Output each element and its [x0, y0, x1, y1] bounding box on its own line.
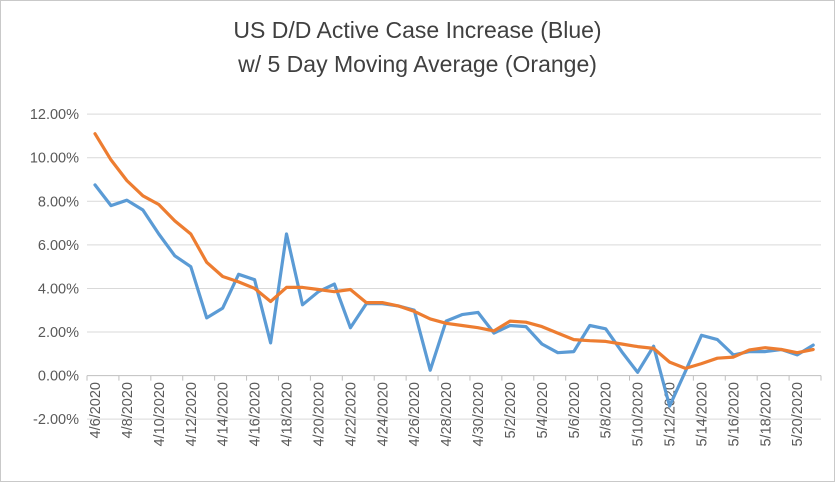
x-axis-label: 4/8/2020	[120, 382, 136, 438]
y-axis-label: 8.00%	[38, 194, 79, 210]
x-axis-label: 4/14/2020	[216, 382, 232, 447]
series-line-daily-increase	[93, 183, 815, 408]
series-line-moving-average	[93, 132, 815, 370]
x-axis-label: 5/18/2020	[758, 382, 774, 447]
y-axis-label: 0.00%	[38, 369, 79, 385]
x-axis-label: 5/20/2020	[790, 382, 806, 447]
chart-title: US D/D Active Case Increase (Blue) w/ 5 …	[1, 13, 834, 81]
x-axis-label: 5/10/2020	[631, 382, 647, 447]
x-axis-label: 5/14/2020	[694, 382, 710, 447]
x-axis-label: 4/6/2020	[88, 382, 104, 438]
x-axis-label: 4/18/2020	[280, 382, 296, 447]
y-axis-label: 6.00%	[38, 238, 79, 254]
x-axis-label: 5/2/2020	[503, 382, 519, 438]
x-axis-label: 5/16/2020	[726, 382, 742, 447]
x-axis-label: 4/10/2020	[152, 382, 168, 447]
x-axis-label: 4/24/2020	[375, 382, 391, 447]
y-axis-label: 2.00%	[38, 325, 79, 341]
chart-title-line1: US D/D Active Case Increase (Blue)	[233, 17, 602, 43]
x-axis-label: 4/22/2020	[343, 382, 359, 447]
chart-title-line2: w/ 5 Day Moving Average (Orange)	[238, 51, 597, 77]
y-axis-label: -2.00%	[33, 412, 79, 428]
y-axis-label: 4.00%	[38, 281, 79, 297]
y-axis-label: 10.00%	[30, 151, 79, 167]
x-axis-label: 4/26/2020	[407, 382, 423, 447]
x-axis-label: 5/8/2020	[599, 382, 615, 438]
y-axis-label: 12.00%	[30, 107, 79, 123]
x-axis-label: 4/28/2020	[439, 382, 455, 447]
x-axis-label: 4/12/2020	[184, 382, 200, 447]
x-axis-label: 4/20/2020	[311, 382, 327, 447]
x-axis-label: 5/6/2020	[567, 382, 583, 438]
x-axis-label: 4/30/2020	[471, 382, 487, 447]
x-axis-label: 5/4/2020	[535, 382, 551, 438]
x-axis-label: 4/16/2020	[248, 382, 264, 447]
